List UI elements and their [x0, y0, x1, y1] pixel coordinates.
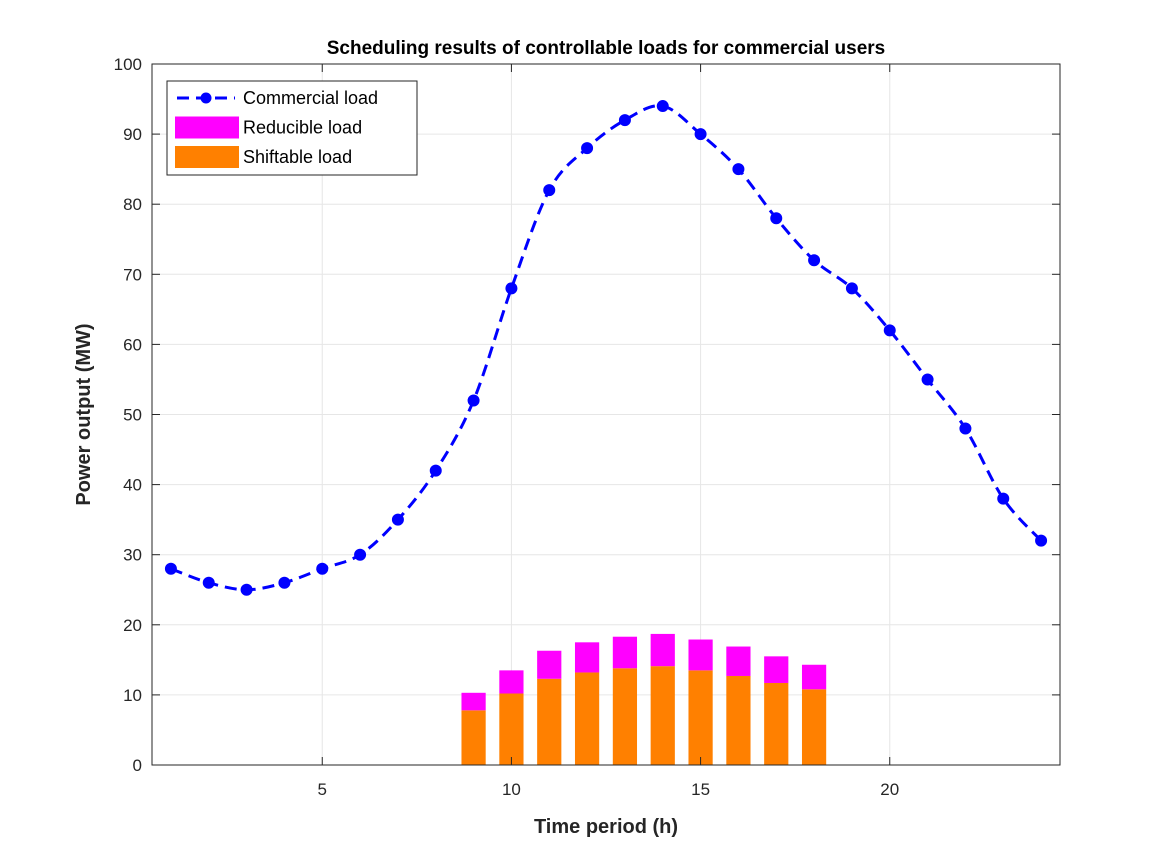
- shiftable-load-bar: [801, 689, 827, 765]
- y-tick-label: 60: [123, 335, 142, 354]
- commercial-load-point: [1035, 534, 1048, 547]
- reducible-load-bar: [726, 646, 751, 676]
- legend-label: Reducible load: [243, 118, 362, 138]
- plot-area: 5 10 15 20 0 10 20 30 40 50 60 70 80 90 100: [114, 55, 1061, 799]
- reducible-load-bar: [688, 639, 713, 671]
- commercial-load-point: [845, 282, 858, 295]
- legend-swatch: [175, 146, 239, 168]
- reducible-load-bar: [461, 692, 486, 711]
- legend-label: Commercial load: [243, 88, 378, 108]
- commercial-load-point: [354, 548, 367, 561]
- shiftable-load-bar: [650, 666, 675, 765]
- x-axis-label: Time period (h): [534, 816, 678, 838]
- y-tick-label: 70: [123, 265, 142, 284]
- x-tick-label: 15: [691, 780, 710, 799]
- commercial-load-point: [656, 100, 669, 113]
- commercial-load-point: [505, 282, 518, 295]
- y-tick-label: 80: [123, 195, 142, 214]
- x-tick-label: 5: [318, 780, 327, 799]
- y-tick-label: 20: [123, 616, 142, 635]
- bars: [461, 633, 827, 765]
- shiftable-load-bar: [537, 678, 562, 765]
- reducible-load-bar: [499, 670, 524, 694]
- reducible-load-bar: [537, 650, 562, 679]
- commercial-load-point: [959, 422, 972, 435]
- commercial-load-point: [240, 583, 253, 596]
- commercial-load-point: [202, 576, 215, 589]
- legend-label: Shiftable load: [243, 147, 352, 167]
- y-axis-label: Power output (MW): [73, 323, 95, 505]
- reducible-load-bar: [612, 636, 638, 669]
- y-tick-label: 90: [123, 125, 142, 144]
- legend-marker-sample: [200, 92, 212, 104]
- x-tick-label: 20: [880, 780, 899, 799]
- commercial-load-point: [581, 142, 594, 155]
- commercial-load-point: [732, 163, 745, 176]
- shiftable-load-bar: [688, 670, 713, 765]
- commercial-load-line: [164, 100, 1048, 596]
- reducible-load-bar: [764, 656, 789, 683]
- y-tick-label: 100: [114, 55, 142, 74]
- y-tick-label: 10: [123, 686, 142, 705]
- legend-swatch: [175, 116, 239, 139]
- shiftable-load-bar: [574, 672, 600, 765]
- y-tick-label: 50: [123, 406, 142, 425]
- chart-title: Scheduling results of controllable loads…: [327, 38, 886, 59]
- shiftable-load-bar: [461, 710, 486, 765]
- shiftable-load-bar: [612, 668, 638, 765]
- commercial-load-point: [391, 513, 404, 526]
- ticks: 5 10 15 20 0 10 20 30 40 50 60 70 80 90 100: [114, 55, 1060, 799]
- commercial-load-point: [770, 212, 783, 225]
- reducible-load-bar: [801, 664, 827, 690]
- shiftable-load-bar: [726, 675, 751, 765]
- commercial-load-point: [278, 576, 291, 589]
- shiftable-load-bar: [499, 693, 524, 765]
- commercial-load-point: [618, 114, 631, 127]
- commercial-load-point: [467, 394, 480, 407]
- reducible-load-bar: [574, 642, 600, 673]
- commercial-load-point: [921, 373, 934, 386]
- reducible-load-bar: [650, 633, 675, 667]
- commercial-load-point: [694, 128, 707, 141]
- commercial-load-point: [164, 562, 177, 575]
- commercial-load-point: [997, 492, 1010, 505]
- commercial-load-point: [429, 464, 442, 477]
- commercial-load-point: [543, 184, 556, 197]
- shiftable-load-bar: [764, 682, 789, 765]
- commercial-load-point: [883, 324, 896, 337]
- y-tick-label: 40: [123, 476, 142, 495]
- y-tick-label: 0: [133, 756, 142, 775]
- y-tick-label: 30: [123, 546, 142, 565]
- x-tick-label: 10: [502, 780, 521, 799]
- commercial-load-point: [316, 562, 329, 575]
- legend: Commercial load Reducible load Shiftable l…: [166, 80, 418, 176]
- commercial-load-point: [808, 254, 821, 267]
